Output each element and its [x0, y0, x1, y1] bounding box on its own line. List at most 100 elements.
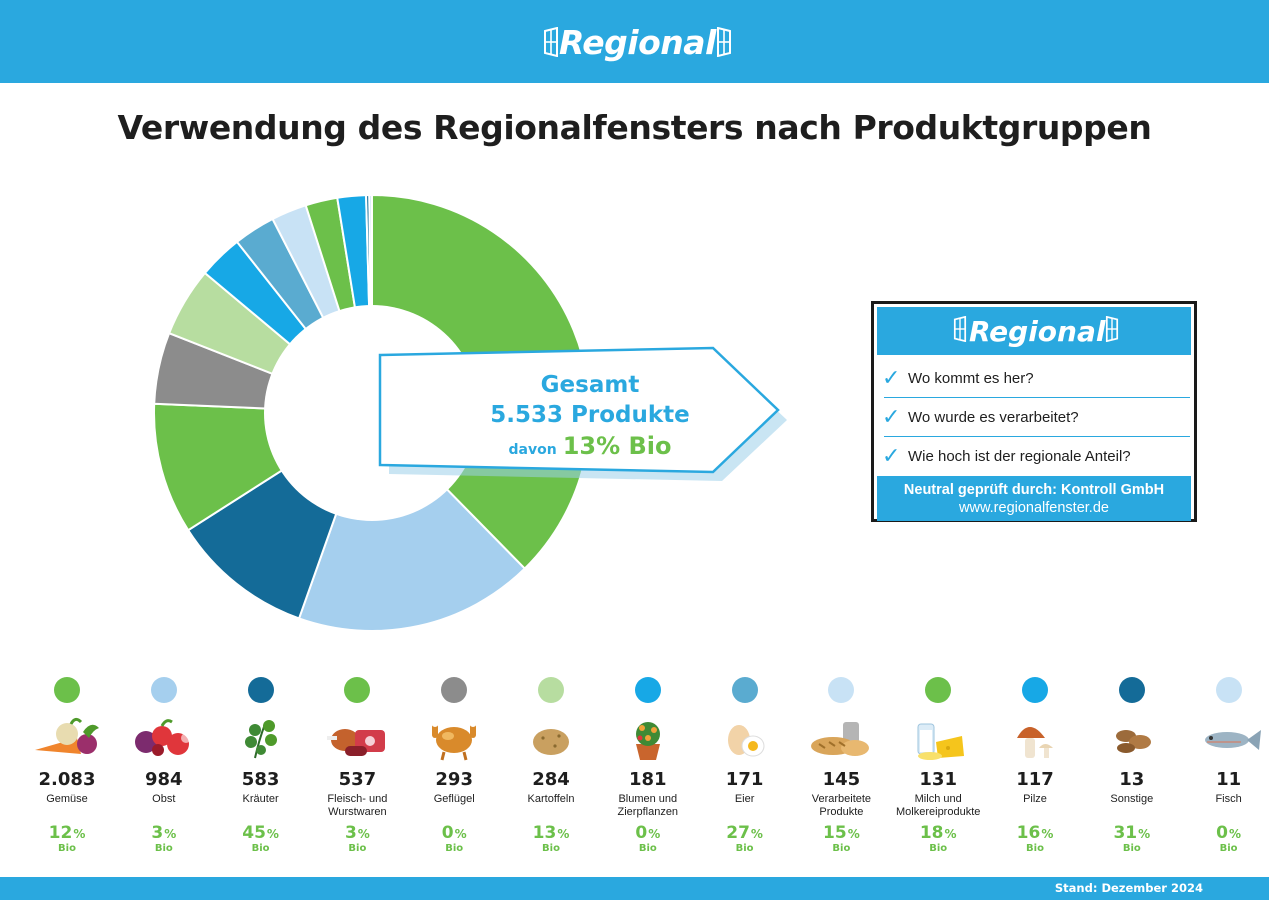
footer-bar: Stand: Dezember 2024: [0, 877, 1269, 900]
legend-bio-share: 12%: [22, 823, 112, 843]
legend-bio-value: 18: [919, 823, 944, 843]
info-box-url: www.regionalfenster.de: [959, 500, 1109, 516]
info-item-regional-share: ✓ Wie hoch ist der regionale Anteil?: [882, 437, 1190, 475]
legend-item-8: 171 Eier 27% Bio: [700, 677, 790, 854]
fish-icon: [1184, 713, 1269, 765]
info-item-processing: ✓ Wo wurde es verarbeitet?: [882, 398, 1190, 437]
legend-bio-label: Bio: [251, 843, 270, 854]
legend-bio-label: Bio: [348, 843, 367, 854]
legend-value: 181: [629, 769, 667, 790]
legend-label: Blumen und Zierpflanzen: [617, 793, 679, 818]
potato-icon: [506, 713, 596, 765]
regional-logo: Regional: [543, 18, 732, 66]
callout-bio-pct: 13% Bio: [562, 432, 672, 460]
legend-color-dot: [828, 677, 855, 703]
legend-item-6: 284 Kartoffeln 13% Bio: [506, 677, 596, 854]
legend-value: 117: [1016, 769, 1054, 790]
window-left-icon: [953, 316, 969, 346]
nuts-icon: [1087, 713, 1177, 765]
poultry-icon: [409, 713, 499, 765]
legend-bio-label: Bio: [1122, 843, 1141, 854]
header-bar: Regional: [0, 0, 1269, 83]
legend-bio-share: 3%: [312, 823, 402, 843]
mushroom-icon: [990, 713, 1080, 765]
legend-bio-value: 13: [532, 823, 557, 843]
legend-bio-share: 0%: [1184, 823, 1269, 843]
legend-value: 537: [338, 769, 377, 790]
meat-icon: [312, 713, 402, 765]
legend-value: 131: [919, 769, 957, 790]
legend-bio-percent-sign: %: [557, 827, 570, 841]
page-title: Verwendung des Regionalfensters nach Pro…: [117, 108, 1152, 147]
legend-label: Fisch: [1215, 793, 1242, 805]
legend-value: 293: [435, 769, 473, 790]
legend-bio-label: Bio: [1026, 843, 1044, 854]
legend-bio-share: 18%: [893, 823, 983, 843]
legend-item-5: 293 Geflügel 0% Bio: [409, 677, 499, 854]
legend-color-dot: [634, 677, 661, 703]
info-item-text: Wo wurde es verarbeitet?: [908, 408, 1079, 426]
legend-bio-percent-sign: %: [1041, 827, 1054, 841]
legend-bio-percent-sign: %: [357, 827, 370, 841]
legend-bio-label: Bio: [542, 843, 560, 854]
legend-value: 284: [532, 769, 570, 790]
callout-total-label: Gesamt: [540, 372, 640, 398]
vegetables-icon: [22, 713, 112, 765]
legend-value: 2.083: [38, 769, 96, 790]
legend-bio-label: Bio: [929, 843, 948, 854]
info-box-logo: Regional: [953, 312, 1121, 350]
legend-label: Geflügel: [433, 793, 475, 805]
herbs-icon: [216, 713, 306, 765]
legend-color-dot: [1118, 677, 1145, 703]
legend-bio-percent-sign: %: [454, 827, 467, 841]
info-item-text: Wo kommt es her?: [908, 369, 1034, 387]
legend-bio-value: 0: [441, 823, 454, 843]
legend-color-dot: [247, 677, 274, 703]
legend-color-dot: [1215, 677, 1242, 703]
legend-color-dot: [54, 677, 80, 703]
legend-value: 583: [241, 769, 280, 790]
legend-bio-value: 3: [344, 823, 357, 843]
legend-item-3: 583 Kräuter 45% Bio: [216, 677, 306, 854]
info-box-certifier: Neutral geprüft durch: Kontroll GmbH: [903, 482, 1165, 498]
legend-bio-percent-sign: %: [847, 827, 860, 841]
legend-bio-share: 0%: [603, 823, 693, 843]
callout-bio: davon 13% Bio: [445, 432, 735, 460]
legend-value: 13: [1119, 769, 1145, 790]
legend-color-dot: [925, 677, 952, 703]
legend-bio-share: 16%: [990, 823, 1080, 843]
legend-item-2: 984 Obst 3% Bio: [119, 677, 209, 854]
legend-bio-value: 15: [823, 823, 847, 843]
legend-item-11: 117 Pilze 16% Bio: [990, 677, 1080, 854]
legend-bio-percent-sign: %: [1229, 827, 1242, 841]
window-right-icon: [716, 27, 732, 57]
info-box: Regional ✓ Wo kommt es her? ✓ Wo wurde e…: [871, 301, 1197, 522]
legend-bio-label: Bio: [445, 843, 464, 854]
checkmark-icon: ✓: [882, 365, 901, 390]
legend-bio-value: 45: [242, 823, 266, 843]
legend-item-10: 131 Milch und Molkereiprodukte 18% Bio: [893, 677, 983, 854]
legend-bio-percent-sign: %: [73, 827, 86, 841]
legend-value: 145: [822, 769, 861, 790]
legend-color-dot: [150, 677, 177, 703]
window-left-icon: [543, 27, 559, 57]
legend-bio-share: 45%: [216, 823, 306, 843]
legend-bio-label: Bio: [58, 843, 76, 854]
legend-bio-label: Bio: [1219, 843, 1238, 854]
info-box-logo-text: Regional: [969, 314, 1106, 348]
legend-bio-percent-sign: %: [266, 827, 279, 841]
legend-color-dot: [1022, 677, 1048, 703]
legend-bio-label: Bio: [832, 843, 851, 854]
logo-text: Regional: [559, 22, 716, 62]
legend-bio-percent-sign: %: [648, 827, 661, 841]
legend-label: Verarbeitete Produkte: [811, 793, 872, 818]
legend-label: Milch und Molkereiprodukte: [896, 793, 981, 818]
legend-bio-value: 31: [1113, 823, 1138, 843]
checkmark-icon: ✓: [882, 404, 901, 429]
legend-bio-share: 0%: [409, 823, 499, 843]
legend-bio-percent-sign: %: [944, 827, 957, 841]
legend-label: Gemüse: [46, 793, 88, 805]
legend-bio-percent-sign: %: [1138, 827, 1151, 841]
legend-bio-value: 16: [1016, 823, 1041, 843]
legend-label: Kräuter: [242, 793, 279, 805]
